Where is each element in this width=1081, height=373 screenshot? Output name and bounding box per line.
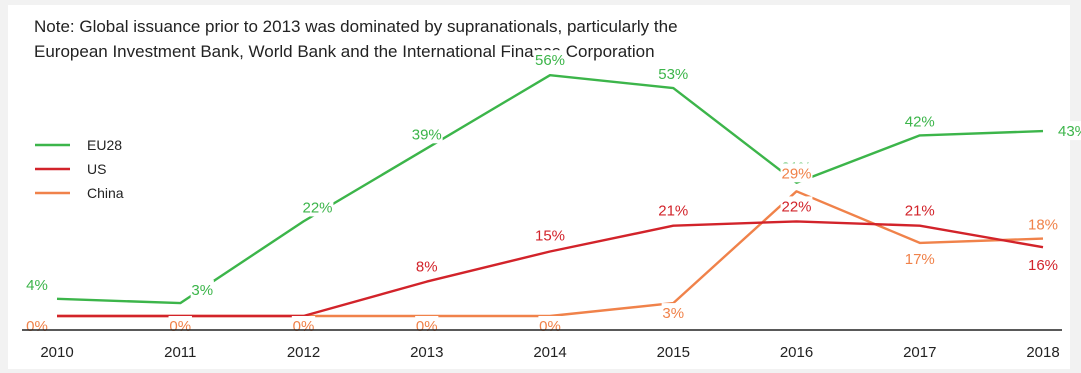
note-line-1: Note: Global issuance prior to 2013 was … (34, 17, 678, 36)
data-label-bg-us-2014 (534, 225, 566, 245)
x-tick-label-2015: 2015 (657, 344, 690, 361)
data-label-bg-china-2015 (661, 303, 685, 323)
data-label-bg-eu28-2015 (657, 64, 690, 84)
data-label-bg-eu28-2012 (301, 197, 334, 217)
x-tick-label-2017: 2017 (903, 344, 936, 361)
x-tick-label-2018: 2018 (1026, 344, 1059, 361)
data-label-china-2013: 0% (416, 318, 438, 335)
note-line-2: European Investment Bank, World Bank and… (34, 42, 655, 61)
legend-label-china: China (87, 185, 124, 201)
data-label-bg-eu28-2011 (190, 280, 214, 300)
x-tick-label-2010: 2010 (40, 344, 73, 361)
chart-note: Note: Global issuance prior to 2013 was … (34, 14, 934, 64)
data-label-bg-us-2016 (780, 196, 813, 216)
legend-label-us: US (87, 161, 106, 177)
data-label-eu28-2011: 3% (191, 282, 213, 299)
data-label-bg-eu28-2017 (903, 111, 936, 131)
data-label-us-2016: 22% (781, 198, 811, 215)
data-label-eu28-2017: 42% (905, 113, 935, 130)
data-label-china-2017: 17% (905, 251, 935, 268)
data-label-eu28-2010: 4% (26, 277, 48, 294)
legend-label-eu28: EU28 (87, 137, 122, 153)
data-label-bg-us-2015 (657, 200, 690, 220)
data-label-eu28-2013: 39% (412, 126, 442, 143)
data-label-us-2014: 15% (535, 228, 565, 245)
data-label-eu28-2018: 43% (1058, 123, 1081, 140)
x-tick-label-2011: 2011 (164, 344, 196, 361)
data-label-us-2013: 8% (416, 259, 438, 276)
x-tick-label-2012: 2012 (287, 344, 320, 361)
data-label-bg-eu28-2014 (534, 50, 566, 70)
data-label-bg-china-2016 (780, 163, 813, 183)
data-label-china-2016: 29% (781, 165, 811, 182)
data-label-china-2018: 18% (1028, 217, 1058, 234)
data-label-bg-eu28-2010 (25, 274, 49, 294)
data-label-china-2011: 0% (169, 318, 191, 335)
data-label-china-2010: 0% (26, 318, 48, 335)
x-tick-label-2013: 2013 (410, 344, 443, 361)
data-label-bg-china-2017 (903, 248, 936, 268)
data-label-bg-us-2018 (1027, 255, 1059, 275)
data-label-eu28-2014: 56% (535, 52, 565, 69)
data-label-eu28-2015: 53% (658, 66, 688, 83)
series-line-us (57, 220, 1044, 318)
data-label-eu28-2012: 22% (302, 199, 332, 216)
data-label-us-2015: 21% (658, 203, 688, 220)
data-label-bg-china-2018 (1027, 214, 1059, 234)
data-label-bg-eu28-2018 (1057, 121, 1081, 141)
data-label-china-2014: 0% (539, 318, 561, 335)
data-label-us-2018: 16% (1028, 257, 1058, 274)
data-label-china-2015: 3% (662, 305, 684, 322)
data-label-us-2017: 21% (905, 203, 935, 220)
data-label-bg-us-2017 (903, 200, 936, 220)
series-line-eu28 (56, 73, 1044, 305)
data-label-bg-us-2013 (415, 256, 439, 276)
x-tick-label-2016: 2016 (780, 344, 813, 361)
x-tick-label-2014: 2014 (533, 344, 566, 361)
data-label-bg-eu28-2013 (410, 124, 443, 144)
data-label-china-2012: 0% (293, 318, 315, 335)
